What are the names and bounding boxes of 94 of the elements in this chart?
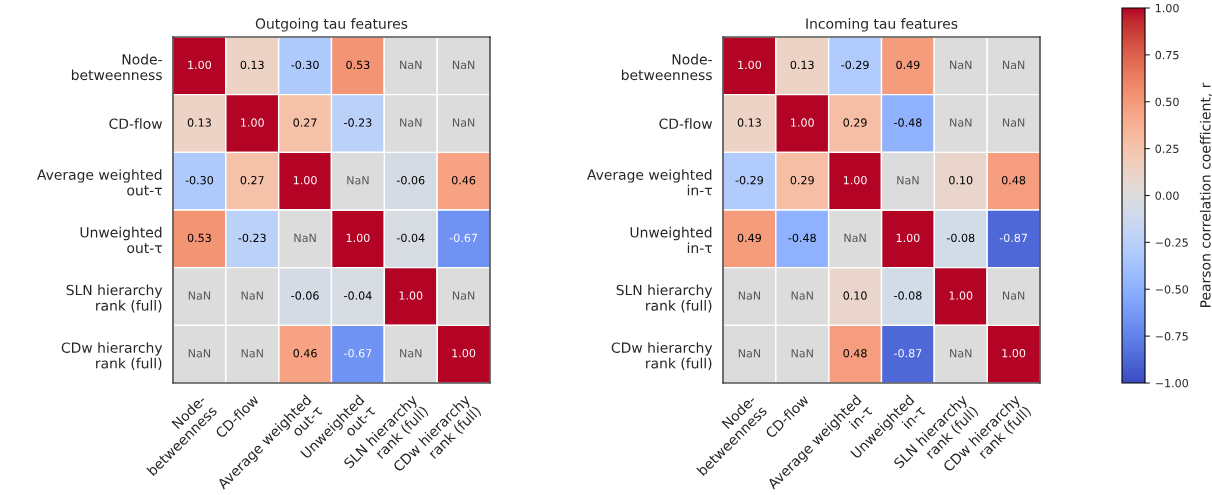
data-label: 0.27: [240, 175, 264, 185]
data-label: -0.23: [344, 118, 372, 127]
data-label: 0.29: [843, 118, 867, 127]
text: NaN: [188, 349, 211, 358]
data-label: 1.00: [949, 291, 973, 300]
data-label: -0.04: [344, 291, 372, 300]
data-label: -0.87: [999, 233, 1028, 243]
data-label: 1.00: [791, 118, 814, 127]
y-tick-label: CD-flow: [659, 118, 712, 129]
data-label: 0.49: [896, 60, 920, 70]
text: NaN: [844, 233, 866, 243]
color-bar-label: 0.25: [1155, 144, 1179, 153]
text: NaN: [452, 291, 475, 300]
color-bar-label: −0.50: [1155, 285, 1189, 294]
text: NaN: [1002, 118, 1025, 127]
y-tick-label: SLN hierarchy rank (full): [616, 284, 713, 313]
text: NaN: [241, 291, 263, 300]
text: NaN: [294, 233, 316, 243]
y-tick-label: SLN hierarchy rank (full): [66, 284, 163, 313]
text: NaN: [1002, 60, 1025, 70]
data-label: -0.06: [291, 291, 319, 300]
data-label: -0.30: [185, 175, 214, 185]
text: NaN: [950, 349, 972, 358]
text: NaN: [241, 349, 263, 358]
text: NaN: [1002, 291, 1025, 300]
data-label: 1.00: [1002, 348, 1026, 358]
text: NaN: [738, 349, 761, 358]
y-tick-label: CDw hierarchy rank (full): [611, 342, 713, 371]
data-label: 1.00: [399, 291, 423, 300]
text: NaN: [452, 60, 475, 70]
data-label: 0.10: [949, 175, 973, 185]
data-label: 0.13: [737, 118, 761, 127]
text: NaN: [950, 118, 972, 127]
color-bar-label: 0.75: [1155, 50, 1179, 60]
data-label: 0.53: [346, 60, 370, 70]
color-bar-label: −0.25: [1155, 238, 1188, 247]
data-label: 1.00: [452, 348, 476, 358]
text: NaN: [400, 60, 422, 70]
text: NaN: [188, 291, 211, 300]
data-label: 1.00: [896, 233, 920, 243]
data-label: -0.06: [396, 175, 425, 185]
chart-title: Outgoing tau features: [255, 18, 408, 32]
y-tick-label: CD-flow: [109, 118, 162, 129]
data-label: 1.00: [293, 175, 317, 185]
data-label: 0.13: [187, 118, 211, 127]
text: NaN: [452, 118, 475, 127]
color-bar-label: −1.00: [1155, 378, 1189, 388]
y-tick-label: CDw hierarchy rank (full): [61, 342, 163, 371]
data-label: 1.00: [843, 175, 867, 185]
y-tick-label: Node- betweenness: [621, 53, 712, 81]
text: NaN: [791, 291, 813, 300]
data-label: 0.13: [240, 60, 264, 70]
text: NaN: [738, 291, 761, 300]
data-label: -0.67: [344, 348, 372, 358]
text: NaN: [400, 118, 422, 127]
data-label: -0.23: [238, 233, 266, 243]
color-bar-label: 1.00: [1155, 3, 1179, 13]
data-label: 0.48: [1001, 175, 1026, 185]
y-tick-label: Average weighted in-τ: [587, 169, 712, 196]
text: NaN: [791, 349, 813, 358]
data-label: 0.46: [293, 348, 317, 358]
data-label: -0.67: [449, 233, 478, 243]
data-label: -0.08: [894, 291, 922, 300]
y-tick-label: Unweighted in-τ: [630, 226, 712, 253]
data-label: -0.30: [291, 60, 319, 70]
data-label: -0.87: [894, 348, 922, 358]
color-bar-label: 0.00: [1155, 191, 1179, 200]
text: NaN: [400, 349, 422, 358]
data-label: 0.10: [843, 291, 867, 300]
data-label: 0.29: [790, 175, 814, 185]
data-label: 1.00: [738, 60, 762, 70]
color-bar-title: Pearson correlation coefficient, r: [1199, 82, 1212, 307]
data-label: -0.04: [396, 233, 425, 243]
data-label: 0.13: [790, 60, 814, 70]
data-label: 0.46: [451, 175, 476, 185]
data-label: 1.00: [241, 118, 264, 127]
data-label: 0.53: [187, 233, 211, 243]
data-label: -0.08: [946, 233, 975, 243]
data-label: 0.48: [843, 348, 867, 358]
data-label: 1.00: [188, 60, 212, 70]
data-label: 0.49: [737, 233, 762, 243]
data-label: -0.48: [894, 118, 922, 127]
data-label: -0.29: [841, 60, 869, 70]
y-tick-label: Average weighted out-τ: [37, 169, 162, 196]
chart-title: Incoming tau features: [806, 18, 958, 32]
y-tick-label: Node- betweenness: [71, 53, 162, 81]
data-label: 0.27: [293, 118, 317, 127]
text: NaN: [950, 60, 972, 70]
data-label: -0.48: [788, 233, 816, 243]
color-bar-label: 0.50: [1155, 97, 1179, 107]
color-bar-label: −0.75: [1155, 332, 1188, 341]
y-tick-label: Unweighted out-τ: [80, 226, 162, 254]
data-label: -0.29: [735, 175, 764, 185]
data-label: 1.00: [346, 233, 370, 243]
